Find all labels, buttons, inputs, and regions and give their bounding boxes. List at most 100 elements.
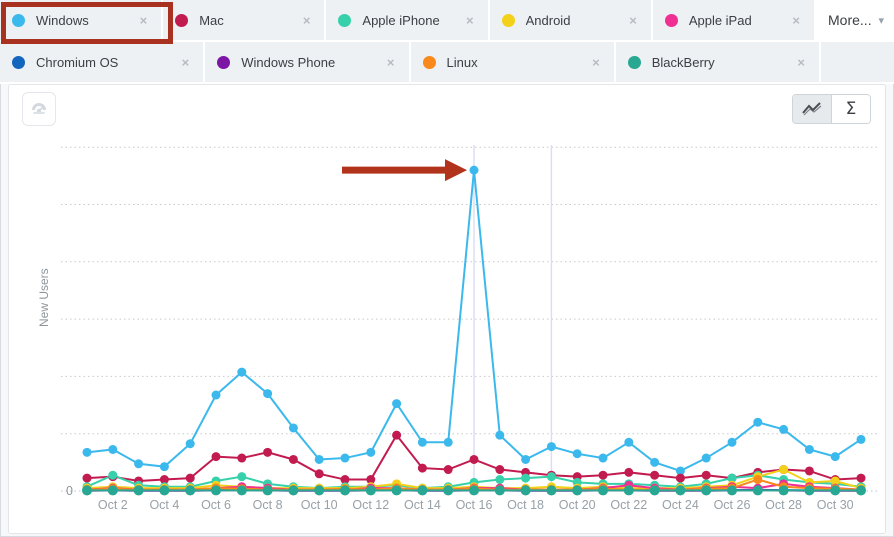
- remove-chip-icon[interactable]: ×: [386, 54, 395, 70]
- data-point[interactable]: [443, 485, 454, 496]
- data-point[interactable]: [650, 470, 660, 480]
- filter-chip-linux[interactable]: Linux ×: [410, 42, 614, 82]
- data-point[interactable]: [830, 452, 840, 462]
- data-point[interactable]: [804, 466, 814, 476]
- data-point[interactable]: [830, 476, 840, 486]
- data-point[interactable]: [572, 485, 583, 496]
- data-point[interactable]: [752, 485, 763, 496]
- data-point[interactable]: [443, 465, 453, 475]
- data-point[interactable]: [572, 449, 582, 459]
- data-point[interactable]: [185, 473, 195, 483]
- data-point[interactable]: [340, 485, 350, 496]
- data-point[interactable]: [469, 485, 479, 496]
- data-point[interactable]: [675, 473, 685, 483]
- data-point[interactable]: [185, 439, 195, 449]
- filter-chip-apple-ipad[interactable]: Apple iPad ×: [652, 0, 815, 40]
- filter-chip-blackberry[interactable]: BlackBerry ×: [615, 42, 819, 82]
- data-point[interactable]: [134, 459, 144, 469]
- data-point[interactable]: [211, 485, 221, 496]
- data-point[interactable]: [727, 485, 737, 496]
- data-point[interactable]: [469, 454, 479, 464]
- data-point[interactable]: [365, 485, 376, 496]
- data-point[interactable]: [701, 470, 711, 480]
- data-point[interactable]: [107, 485, 118, 496]
- filter-chip-windows-phone[interactable]: Windows Phone ×: [205, 42, 409, 82]
- data-point[interactable]: [520, 485, 531, 496]
- data-point[interactable]: [469, 165, 479, 175]
- new-users-line-chart[interactable]: Oct 2 Oct 4 Oct 6 Oct 8 Oct 10 Oct 12 Oct 14 Oc…: [61, 131, 881, 531]
- data-point[interactable]: [546, 442, 556, 452]
- data-point[interactable]: [185, 485, 196, 496]
- data-point[interactable]: [753, 417, 763, 427]
- data-point[interactable]: [495, 475, 505, 485]
- remove-chip-icon[interactable]: ×: [181, 54, 190, 70]
- data-point[interactable]: [236, 485, 247, 496]
- remove-chip-icon[interactable]: ×: [302, 12, 311, 28]
- data-point[interactable]: [237, 367, 247, 377]
- remove-chip-icon[interactable]: ×: [139, 12, 148, 28]
- data-point[interactable]: [211, 390, 221, 400]
- data-point[interactable]: [701, 453, 711, 463]
- more-platforms-button[interactable]: More... ▾: [816, 0, 894, 40]
- filter-chip-android[interactable]: Android ×: [489, 0, 651, 40]
- data-point[interactable]: [314, 454, 324, 464]
- filter-chip-mac[interactable]: Mac ×: [163, 0, 325, 40]
- data-point[interactable]: [82, 447, 92, 457]
- add-to-dashboard-button[interactable]: [22, 92, 56, 126]
- remove-chip-icon[interactable]: ×: [792, 12, 801, 28]
- data-point[interactable]: [546, 472, 556, 482]
- data-point[interactable]: [314, 485, 325, 496]
- data-point[interactable]: [830, 485, 841, 496]
- data-point[interactable]: [701, 485, 712, 496]
- data-point[interactable]: [650, 457, 660, 467]
- filter-chip-apple-iphone[interactable]: Apple iPhone ×: [326, 0, 488, 40]
- data-point[interactable]: [521, 473, 531, 483]
- remove-chip-icon[interactable]: ×: [592, 54, 600, 70]
- data-point[interactable]: [340, 453, 350, 463]
- data-point[interactable]: [159, 475, 169, 485]
- data-point[interactable]: [392, 430, 402, 440]
- data-point[interactable]: [727, 437, 737, 447]
- data-point[interactable]: [82, 485, 92, 496]
- data-point[interactable]: [82, 473, 92, 483]
- data-point[interactable]: [675, 485, 686, 496]
- data-point[interactable]: [623, 485, 634, 496]
- sum-view-button[interactable]: Σ: [831, 95, 870, 123]
- data-point[interactable]: [108, 470, 118, 480]
- data-point[interactable]: [340, 475, 350, 485]
- data-point[interactable]: [288, 454, 298, 464]
- filter-chip-chromium-os[interactable]: Chromium OS ×: [0, 42, 204, 82]
- data-point[interactable]: [133, 485, 144, 496]
- data-point[interactable]: [159, 462, 169, 472]
- data-point[interactable]: [495, 430, 505, 440]
- data-point[interactable]: [263, 447, 273, 457]
- filter-chip-windows[interactable]: Windows ×: [0, 0, 162, 40]
- data-point[interactable]: [494, 485, 505, 496]
- data-point[interactable]: [521, 454, 531, 464]
- data-point[interactable]: [495, 465, 505, 475]
- data-point[interactable]: [262, 485, 273, 496]
- data-point[interactable]: [314, 469, 324, 479]
- data-point[interactable]: [675, 466, 685, 476]
- data-point[interactable]: [804, 444, 814, 454]
- data-point[interactable]: [417, 463, 427, 473]
- data-point[interactable]: [598, 485, 608, 496]
- data-point[interactable]: [108, 444, 118, 454]
- data-point[interactable]: [598, 453, 608, 463]
- data-point[interactable]: [779, 424, 789, 434]
- data-point[interactable]: [392, 399, 402, 409]
- data-point[interactable]: [856, 485, 866, 496]
- data-point[interactable]: [856, 434, 866, 444]
- data-point[interactable]: [288, 485, 299, 496]
- data-point[interactable]: [624, 437, 634, 447]
- data-point[interactable]: [649, 485, 660, 496]
- data-point[interactable]: [727, 473, 737, 483]
- data-point[interactable]: [417, 437, 427, 447]
- data-point[interactable]: [546, 485, 557, 496]
- data-point[interactable]: [366, 475, 376, 485]
- data-point[interactable]: [624, 467, 634, 477]
- data-point[interactable]: [288, 423, 298, 433]
- remove-chip-icon[interactable]: ×: [797, 54, 805, 70]
- line-view-button[interactable]: [793, 95, 831, 123]
- data-point[interactable]: [417, 485, 428, 496]
